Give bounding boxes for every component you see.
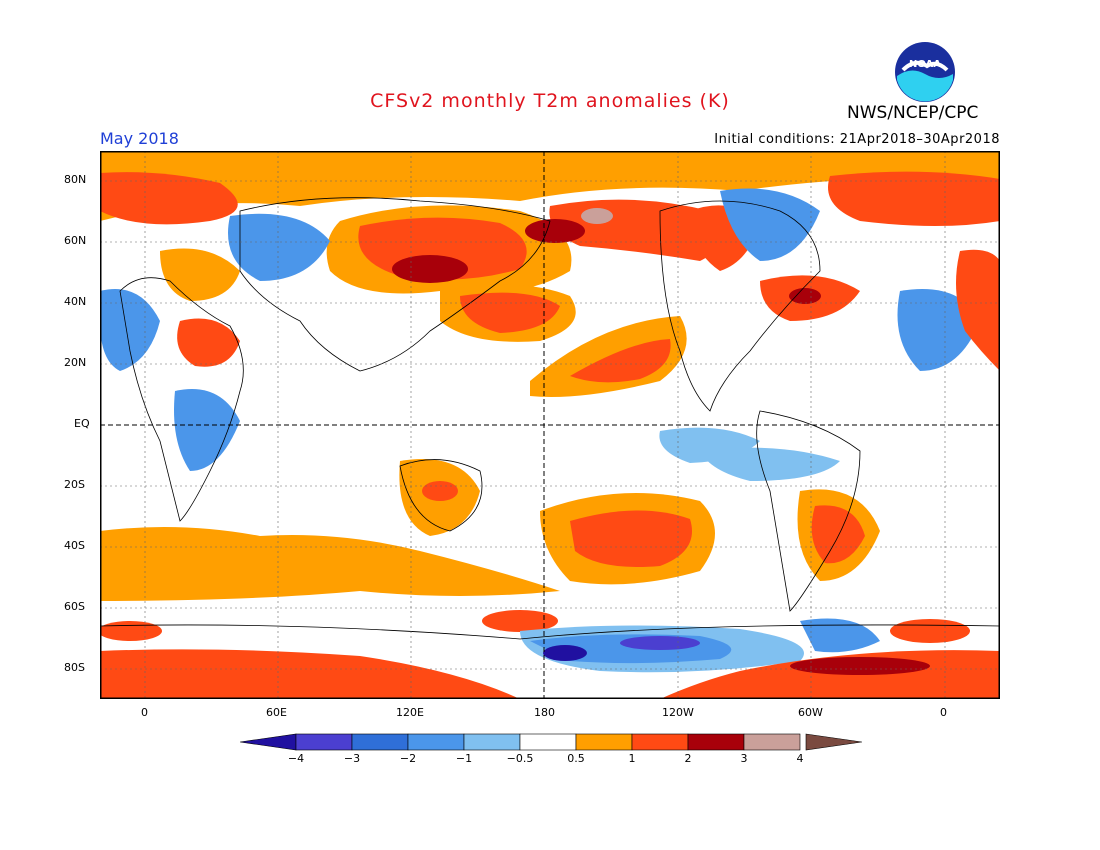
colorbar-label: −0.5	[506, 752, 534, 765]
lon-label: 120E	[396, 706, 424, 719]
map-title: CFSv2 monthly T2m anomalies (K)	[370, 90, 730, 112]
lat-label: EQ	[74, 417, 90, 430]
colorbar-label: 1	[628, 752, 636, 765]
lat-label: 40N	[64, 295, 87, 308]
agency-label: NWS/NCEP/CPC	[847, 103, 979, 123]
initial-conditions: Initial conditions: 21Apr2018–30Apr2018	[714, 132, 1000, 147]
colorbar-box	[519, 733, 577, 751]
colorbar-label: 4	[796, 752, 804, 765]
lon-label: 0	[141, 706, 148, 719]
lon-label: 180	[534, 706, 555, 719]
colorbar-label: −4	[287, 752, 305, 765]
colorbar-right-arrow	[805, 733, 862, 751]
lon-label: 120W	[662, 706, 694, 719]
colorbar-label: 3	[740, 752, 748, 765]
lon-label: 60W	[798, 706, 823, 719]
colorbar-box	[351, 733, 409, 751]
anomaly-map	[100, 151, 1000, 699]
lat-label: 80N	[64, 173, 87, 186]
lat-label: 20N	[64, 356, 87, 369]
lat-label: 40S	[64, 539, 85, 552]
colorbar-label: −1	[455, 752, 473, 765]
colorbar-left-arrow	[240, 733, 297, 751]
colorbar-box	[407, 733, 465, 751]
colorbar-box	[463, 733, 521, 751]
colorbar-label: −2	[399, 752, 417, 765]
colorbar-box	[631, 733, 689, 751]
colorbar	[240, 733, 862, 751]
lon-label: 0	[940, 706, 947, 719]
colorbar-box	[295, 733, 353, 751]
svg-text:NOAA: NOAA	[909, 59, 941, 70]
colorbar-boxes	[295, 733, 801, 751]
forecast-period: May 2018	[100, 129, 179, 148]
colorbar-box	[687, 733, 745, 751]
colorbar-box	[743, 733, 801, 751]
lat-label: 60N	[64, 234, 87, 247]
colorbar-label: 2	[684, 752, 692, 765]
lon-label: 60E	[266, 706, 287, 719]
noaa-logo-icon: NOAA	[895, 42, 955, 102]
colorbar-labels: −4 −3 −2 −1 −0.5 0.5 1 2 3 4	[240, 752, 862, 768]
lat-label: 80S	[64, 661, 85, 674]
lat-label: 20S	[64, 478, 85, 491]
colorbar-label: −3	[343, 752, 361, 765]
lat-label: 60S	[64, 600, 85, 613]
colorbar-box	[575, 733, 633, 751]
colorbar-label: 0.5	[567, 752, 585, 765]
